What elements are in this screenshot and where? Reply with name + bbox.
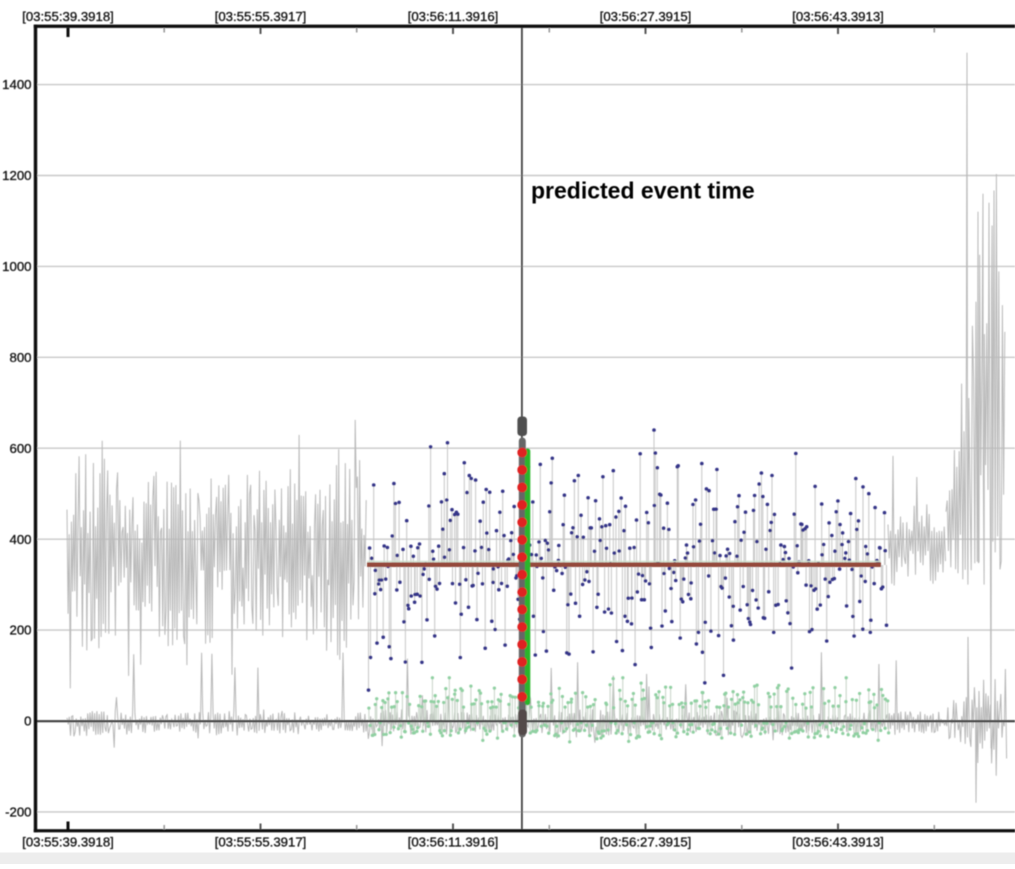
svg-text:1000: 1000	[2, 259, 31, 274]
svg-text:[03:55:39.3918]: [03:55:39.3918]	[22, 9, 114, 24]
svg-text:800: 800	[9, 350, 31, 365]
svg-text:[03:56:11.3916]: [03:56:11.3916]	[408, 835, 499, 850]
svg-text:-200: -200	[5, 805, 31, 820]
svg-text:predicted event time: predicted event time	[531, 178, 755, 204]
svg-text:[03:55:55.3917]: [03:55:55.3917]	[215, 835, 307, 850]
svg-text:[03:56:27.3915]: [03:56:27.3915]	[600, 9, 692, 24]
svg-text:200: 200	[9, 623, 31, 638]
svg-text:[03:55:55.3917]: [03:55:55.3917]	[215, 9, 307, 24]
svg-text:[03:56:27.3915]: [03:56:27.3915]	[600, 835, 692, 850]
svg-text:1200: 1200	[2, 168, 31, 183]
svg-text:1400: 1400	[2, 77, 31, 92]
svg-text:400: 400	[9, 532, 31, 547]
svg-text:[03:56:43.3913]: [03:56:43.3913]	[792, 9, 884, 24]
svg-text:0: 0	[24, 714, 31, 729]
svg-text:[03:55:39.3918]: [03:55:39.3918]	[22, 835, 114, 850]
svg-text:600: 600	[9, 441, 31, 456]
svg-text:[03:56:11.3916]: [03:56:11.3916]	[408, 9, 499, 24]
svg-text:[03:56:43.3913]: [03:56:43.3913]	[792, 835, 884, 850]
